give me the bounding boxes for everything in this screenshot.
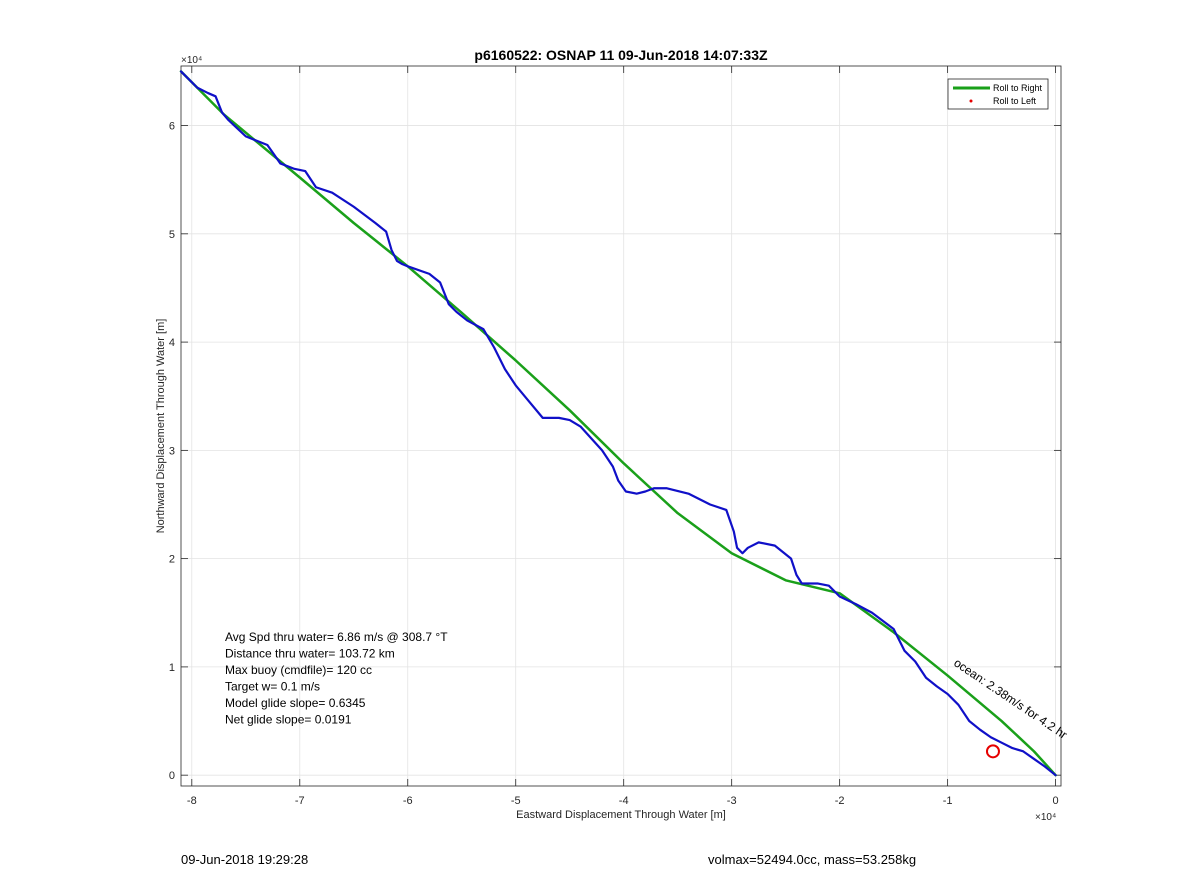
- stats-line: Distance thru water= 103.72 km: [225, 647, 395, 661]
- x-tick-label: -3: [727, 795, 737, 807]
- y-axis-label: Northward Displacement Through Water [m]: [155, 319, 167, 534]
- y-tick-label: 0: [169, 770, 175, 782]
- plot-area: [181, 66, 1061, 786]
- chart-title: p6160522: OSNAP 11 09-Jun-2018 14:07:33Z: [474, 47, 768, 63]
- stats-line: Max buoy (cmdfile)= 120 cc: [225, 663, 372, 677]
- y-tick-label: 6: [169, 121, 175, 133]
- stats-line: Net glide slope= 0.0191: [225, 713, 352, 727]
- legend-label-roll-right: Roll to Right: [993, 83, 1043, 93]
- stats-line: Target w= 0.1 m/s: [225, 680, 320, 694]
- marker-circle: [985, 744, 1000, 759]
- x-tick-label: -2: [835, 795, 845, 807]
- y-tick-label: 1: [169, 662, 175, 674]
- legend: Roll to Right Roll to Left: [947, 78, 1049, 110]
- y-tick-label: 2: [169, 554, 175, 566]
- series-layer: [179, 70, 1057, 777]
- stats-text-block: Avg Spd thru water= 6.86 m/s @ 308.7 °T D…: [225, 630, 448, 727]
- x-tick-label: -6: [403, 795, 413, 807]
- footer-date: 09-Jun-2018 19:29:28: [181, 852, 309, 867]
- stats-line: Model glide slope= 0.6345: [225, 696, 366, 710]
- x-tick-label: -5: [511, 795, 521, 807]
- y-tick-label: 5: [169, 229, 175, 241]
- x-tick-label: 0: [1053, 795, 1059, 807]
- y-tick-label: 3: [169, 445, 175, 457]
- x-tick-label: -8: [187, 795, 197, 807]
- axes-box: [180, 65, 1062, 787]
- stats-line: Avg Spd thru water= 6.86 m/s @ 308.7 °T: [225, 630, 448, 644]
- y-exponent-label: ×10⁴: [181, 55, 202, 66]
- x-tick-label: -4: [619, 795, 629, 807]
- x-tick-label: -1: [943, 795, 953, 807]
- legend-label-roll-left: Roll to Left: [993, 96, 1037, 106]
- legend-swatch-roll-left: [969, 99, 973, 103]
- footer-info: volmax=52494.0cc, mass=53.258kg: [708, 852, 917, 867]
- marker-layer: [985, 744, 1000, 759]
- series-line-track: [179, 70, 1057, 777]
- x-axis-label: Eastward Displacement Through Water [m]: [516, 809, 726, 821]
- axis-ticks: -8 -7 -6 -5 -4 -3 -2 -1 0 0 1 2 3 4 5 6: [169, 66, 1061, 807]
- series-line-roll-right: [179, 70, 1057, 777]
- x-exponent-label: ×10⁴: [1035, 812, 1056, 823]
- x-tick-label: -7: [295, 795, 305, 807]
- gridlines: [181, 66, 1061, 786]
- legend-box: [947, 78, 1049, 110]
- y-tick-label: 4: [169, 337, 175, 349]
